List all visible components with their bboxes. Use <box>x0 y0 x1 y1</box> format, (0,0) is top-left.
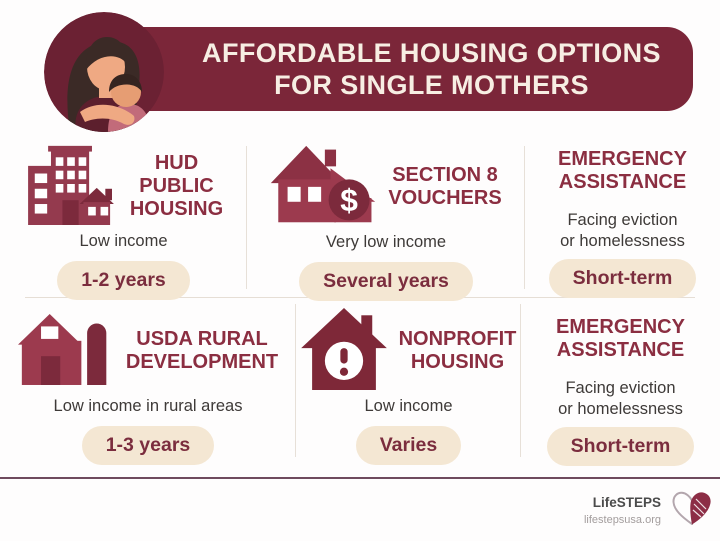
barn-icon <box>17 312 114 390</box>
card-emergency-assistance: EMERGENCY ASSISTANCE Facing eviction or … <box>525 140 720 299</box>
card-title: USDA RURAL DEVELOPMENT <box>125 328 279 373</box>
duration-badge: Short-term <box>546 427 695 467</box>
card-eligibility: Facing eviction or homelessness <box>560 211 685 250</box>
card-header: USDA RURAL DEVELOPMENT <box>17 310 279 392</box>
card-title: EMERGENCY ASSISTANCE <box>558 148 687 193</box>
footer: LifeSTEPS lifestepsusa.org <box>584 489 714 534</box>
card-usda-rural-development: USDA RURAL DEVELOPMENT Low income in rur… <box>0 298 296 465</box>
options-row-2: USDA RURAL DEVELOPMENT Low income in rur… <box>0 298 720 467</box>
footer-text: LifeSTEPS lifestepsusa.org <box>584 494 661 528</box>
header-banner <box>99 27 693 111</box>
card-eligibility: Facing eviction or homelessness <box>558 379 683 418</box>
duration-badge: Several years <box>299 261 473 301</box>
footer-rule <box>0 477 720 479</box>
house-dollar-icon: $ <box>270 144 376 231</box>
duration-badge: Short-term <box>548 259 697 299</box>
card-header: HUD PUBLIC HOUSING <box>24 145 223 227</box>
house-alert-icon <box>300 307 387 395</box>
heart-hand-icon <box>670 489 714 534</box>
card-eligibility: Very low income <box>325 233 447 251</box>
card-header: $ SECTION 8 VOUCHERS <box>270 144 502 231</box>
card-eligibility: Low income <box>364 397 453 415</box>
duration-badge: 1-3 years <box>81 425 215 465</box>
card-title: EMERGENCY ASSISTANCE <box>556 316 685 361</box>
card-hud-public-housing: HUD PUBLIC HOUSING Low income 1-2 years <box>0 140 247 300</box>
card-section-8-vouchers: $ SECTION 8 VOUCHERS Very low income Sev… <box>247 140 525 301</box>
apartment-building-icon <box>24 143 118 230</box>
options-row-1: HUD PUBLIC HOUSING Low income 1-2 years <box>0 140 720 301</box>
mother-child-illustration <box>44 12 164 132</box>
options-grid: HUD PUBLIC HOUSING Low income 1-2 years <box>0 140 720 467</box>
card-title: NONPROFIT HOUSING <box>398 328 517 373</box>
brand-website: lifestepsusa.org <box>583 514 661 527</box>
card-header: NONPROFIT HOUSING <box>300 307 517 395</box>
page-title-line1: AFFORDABLE HOUSING OPTIONS <box>202 37 661 68</box>
card-eligibility: Low income <box>79 232 168 250</box>
card-emergency-assistance-2: EMERGENCY ASSISTANCE Facing eviction or … <box>521 298 720 467</box>
duration-badge: 1-2 years <box>57 260 190 300</box>
brand-name: LifeSTEPS <box>592 495 661 511</box>
card-title: SECTION 8 VOUCHERS <box>388 164 502 209</box>
page-title: AFFORDABLE HOUSING OPTIONS FOR SINGLE MO… <box>170 27 693 111</box>
card-eligibility: Low income in rural areas <box>53 397 243 415</box>
card-title: HUD PUBLIC HOUSING <box>129 151 224 220</box>
svg-text:$: $ <box>341 182 359 218</box>
duration-badge: Varies <box>355 425 462 465</box>
card-nonprofit-housing: NONPROFIT HOUSING Low income Varies <box>296 298 521 465</box>
page-title-line2: FOR SINGLE MOTHERS <box>274 70 589 100</box>
mother-child-illustration-svg <box>44 12 164 132</box>
